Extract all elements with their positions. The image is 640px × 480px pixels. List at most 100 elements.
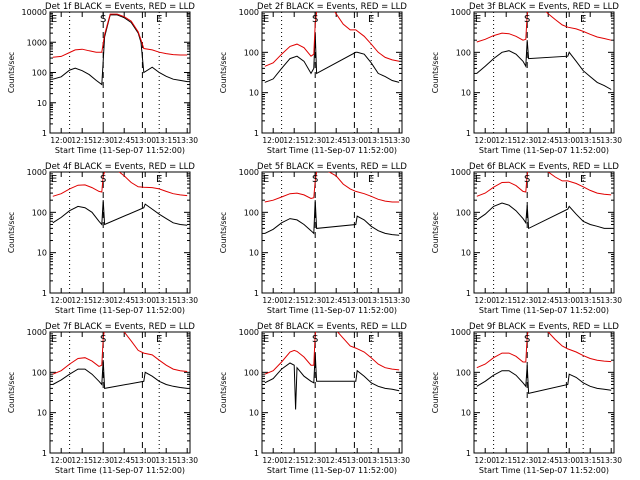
end-marker: E <box>580 14 586 25</box>
y-tick-label: 1 <box>254 289 259 298</box>
x-tick-label: 12:00 <box>262 456 284 465</box>
y-tick-label: 10 <box>249 89 259 98</box>
x-tick-label: 12:15 <box>71 296 93 305</box>
panel-title: Det 3f BLACK = Events, RED = LLD <box>469 2 619 12</box>
end-marker: E <box>475 174 481 185</box>
detector-panel: 1 10 100 1000 12:00 12:15 12:30 12:45 13:00 13:15… <box>431 2 622 155</box>
detector-panel: 1 10 100 1000 12:00 12:15 12:30 12:45 13:00 13:15… <box>219 322 410 475</box>
x-tick-label: 12:45 <box>325 456 347 465</box>
end-marker: E <box>580 334 586 345</box>
x-tick-label: 12:00 <box>50 296 72 305</box>
panel-title: Det 6f BLACK = Events, RED = LLD <box>469 162 619 172</box>
detector-panel: 1 10 100 1000 12:00 12:15 12:30 12:45 13:00 13:15… <box>7 322 198 475</box>
x-tick-label: 12:15 <box>283 296 305 305</box>
y-axis-label: Counts/sec <box>431 212 440 253</box>
y-tick-label: 10 <box>249 409 259 418</box>
end-marker: E <box>156 14 162 25</box>
events-series-line <box>52 14 188 86</box>
x-tick-label: 13:00 <box>134 456 156 465</box>
lld-series-line <box>264 332 400 375</box>
x-axis-label: Start Time (11-Sep-07 11:52:00) <box>267 146 397 155</box>
plot-frame <box>473 11 615 134</box>
end-marker: E <box>51 174 57 185</box>
lld-series-line <box>52 13 188 58</box>
y-tick-label: 1 <box>254 449 259 458</box>
y-tick-label: 1 <box>42 449 47 458</box>
end-marker: E <box>156 174 162 185</box>
events-series-line <box>264 33 400 83</box>
x-tick-label: 12:00 <box>474 136 496 145</box>
x-tick-label: 12:00 <box>474 296 496 305</box>
y-tick-label: 1000 <box>239 168 259 177</box>
x-tick-label: 13:30 <box>388 136 410 145</box>
y-tick-label: 10 <box>461 409 471 418</box>
plot-frame <box>49 171 191 294</box>
x-tick-label: 13:00 <box>346 296 368 305</box>
y-tick-label: 1000 <box>451 8 471 17</box>
x-tick-label: 13:00 <box>558 296 580 305</box>
x-tick-label: 13:30 <box>388 296 410 305</box>
lld-series-line <box>52 172 188 197</box>
x-tick-label: 12:30 <box>92 136 114 145</box>
y-tick-label: 10 <box>37 409 47 418</box>
start-marker: S <box>524 334 530 345</box>
y-tick-label: 10 <box>249 249 259 258</box>
y-tick-label: 1 <box>42 289 47 298</box>
panel-title: Det 4f BLACK = Events, RED = LLD <box>45 162 195 172</box>
end-marker: E <box>368 334 374 345</box>
x-tick-label: 13:30 <box>600 296 622 305</box>
lld-series-line <box>476 332 612 369</box>
y-tick-label: 10 <box>461 89 471 98</box>
y-tick-label: 1000 <box>451 168 471 177</box>
x-tick-label: 13:30 <box>388 456 410 465</box>
y-axis-label: Counts/sec <box>431 52 440 93</box>
start-marker: S <box>100 174 106 185</box>
y-tick-label: 1000 <box>27 38 47 47</box>
x-tick-label: 12:45 <box>537 456 559 465</box>
x-tick-label: 13:15 <box>155 296 177 305</box>
x-tick-label: 12:45 <box>325 296 347 305</box>
x-tick-label: 12:00 <box>474 456 496 465</box>
x-axis-label: Start Time (11-Sep-07 11:52:00) <box>55 306 185 315</box>
x-tick-label: 12:15 <box>71 456 93 465</box>
y-tick-label: 100 <box>32 208 47 217</box>
x-axis-label: Start Time (11-Sep-07 11:52:00) <box>55 146 185 155</box>
x-tick-label: 12:00 <box>50 136 72 145</box>
lld-series-line <box>476 172 612 197</box>
plot-frame <box>261 171 403 294</box>
x-tick-label: 13:15 <box>579 136 601 145</box>
y-tick-label: 100 <box>456 48 471 57</box>
plot-frame <box>473 331 615 454</box>
events-series-line <box>52 360 188 389</box>
panel-title: Det 9f BLACK = Events, RED = LLD <box>469 322 619 332</box>
y-axis-label: Counts/sec <box>219 372 228 413</box>
y-tick-label: 1 <box>42 129 47 138</box>
end-marker: E <box>51 14 57 25</box>
x-tick-label: 13:00 <box>558 456 580 465</box>
y-tick-label: 1 <box>254 129 259 138</box>
x-tick-label: 13:15 <box>579 456 601 465</box>
start-marker: S <box>312 174 318 185</box>
y-tick-label: 10 <box>37 99 47 108</box>
events-series-line <box>476 40 612 90</box>
events-series-line <box>476 365 612 395</box>
y-axis-label: Counts/sec <box>431 372 440 413</box>
end-marker: E <box>475 14 481 25</box>
x-tick-label: 13:30 <box>176 136 198 145</box>
panel-title: Det 7f BLACK = Events, RED = LLD <box>45 322 195 332</box>
end-marker: E <box>368 14 374 25</box>
y-tick-label: 1 <box>466 129 471 138</box>
plot-frame <box>261 331 403 454</box>
x-tick-label: 12:15 <box>495 296 517 305</box>
panel-title: Det 8f BLACK = Events, RED = LLD <box>257 322 407 332</box>
lld-series-line <box>264 172 400 203</box>
y-tick-label: 1000 <box>27 328 47 337</box>
x-tick-label: 12:30 <box>516 136 538 145</box>
detector-panel: 1 10 100 1000 12:00 12:15 12:30 12:45 13:00 13:15… <box>431 162 622 315</box>
lld-series-line <box>52 332 188 375</box>
y-tick-label: 1000 <box>451 328 471 337</box>
y-tick-label: 10 <box>461 249 471 258</box>
y-tick-label: 100 <box>244 48 259 57</box>
y-tick-label: 1000 <box>27 168 47 177</box>
y-tick-label: 1000 <box>239 328 259 337</box>
